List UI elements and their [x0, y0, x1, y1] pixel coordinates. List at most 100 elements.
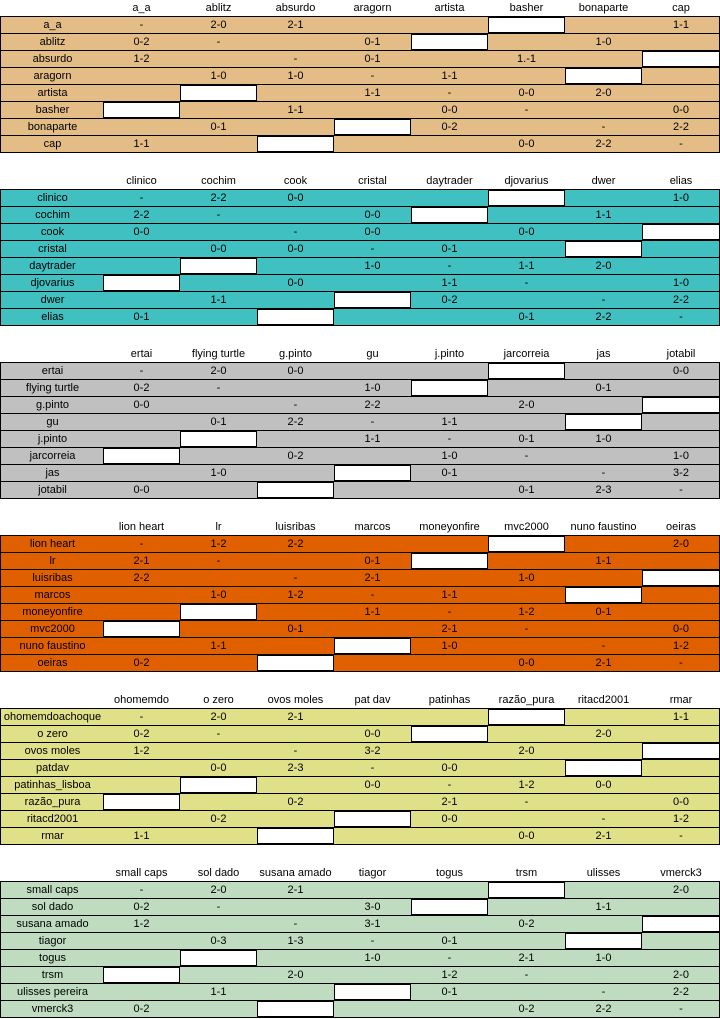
score-cell: 0-1 [518, 484, 535, 496]
row-team-name: cap [43, 138, 62, 150]
empty-cell [488, 709, 565, 725]
score-cell [565, 743, 642, 759]
score-cell: 0-2 [133, 728, 150, 740]
score-cell: 1-1 [441, 70, 458, 82]
empty-cell [180, 604, 257, 620]
empty-cell [180, 950, 257, 966]
score-cell: 2-2 [673, 121, 689, 133]
score-cell [334, 828, 411, 844]
score-cell [103, 950, 180, 966]
row-team-name: lr [49, 555, 56, 567]
table-row: basher 1-1 0-0 - 0-0 [0, 102, 720, 119]
score-cell [642, 726, 720, 742]
score-cell [411, 882, 488, 898]
score-cell: 2-2 [595, 1003, 612, 1015]
table-row: cap 1-1 0-0 2-2 - [0, 136, 720, 153]
column-header: dwer [591, 175, 616, 187]
score-cell [334, 309, 411, 325]
empty-cell [565, 68, 642, 84]
score-cell: 1-1 [518, 260, 535, 272]
score-cell: 1-0 [210, 589, 227, 601]
score-cell: 3-2 [364, 745, 381, 757]
score-cell: 1-0 [595, 433, 612, 445]
empty-cell [565, 760, 642, 776]
score-cell: 2-2 [133, 572, 150, 584]
score-cell: 2-0 [595, 260, 612, 272]
score-cell: 2-0 [210, 365, 227, 377]
score-cell: 1-1 [441, 589, 458, 601]
empty-cell [411, 726, 488, 742]
score-cell: 0-2 [133, 657, 150, 669]
empty-cell [334, 984, 411, 1000]
empty-cell [180, 431, 257, 447]
column-header: daytrader [426, 175, 473, 187]
score-cell: - [216, 209, 221, 221]
row-team-name: ablitz [39, 36, 66, 48]
table-row: moneyonfire 1-1 - 1-2 0-1 [0, 604, 720, 621]
score-cell [257, 950, 334, 966]
score-cell: 0-0 [364, 226, 381, 238]
score-cell: 1-1 [364, 433, 381, 445]
score-cell [565, 275, 642, 291]
score-cell: 2-2 [287, 416, 304, 428]
score-cell [103, 85, 180, 101]
row-team-name: nuno faustino [19, 640, 86, 652]
score-cell: 1-1 [673, 711, 689, 723]
column-header: gu [366, 348, 379, 360]
score-cell: - [601, 813, 606, 825]
score-cell: 1-0 [210, 70, 227, 82]
score-cell: 0-0 [518, 830, 535, 842]
column-header: bonaparte [578, 2, 629, 14]
score-cell [103, 241, 180, 257]
table-row: j.pinto 1-1 - 0-1 1-0 [0, 431, 720, 448]
column-header: ertai [130, 348, 153, 360]
table-row: marcos 1-0 1-2 - 1-1 [0, 587, 720, 604]
score-cell [103, 933, 180, 949]
score-cell: 2-2 [133, 209, 150, 221]
score-cell: 0-1 [364, 36, 381, 48]
score-cell: - [216, 382, 221, 394]
column-header: j.pinto [434, 348, 465, 360]
table-row: patinhas_lisboa 0-0 - 1-2 0-0 [0, 777, 720, 794]
score-cell: 0-2 [518, 918, 535, 930]
score-cell [411, 482, 488, 498]
table-row: mvc2000 0-1 2-1 - 0-0 [0, 621, 720, 638]
score-cell [488, 899, 565, 915]
table-row: trsm 2-0 1-2 - 2-0 [0, 967, 720, 984]
empty-cell [103, 621, 180, 637]
score-cell: - [679, 138, 683, 150]
score-cell: - [601, 467, 606, 479]
score-cell [103, 119, 180, 135]
score-cell [642, 899, 720, 915]
score-cell: 2-0 [518, 399, 535, 411]
score-cell [565, 916, 642, 932]
score-cell: 0-2 [210, 813, 227, 825]
column-header: moneyonfire [419, 521, 480, 533]
score-cell [257, 553, 334, 569]
score-cell [180, 916, 257, 932]
score-cell [565, 397, 642, 413]
score-cell: 1-1 [210, 640, 227, 652]
score-cell [257, 207, 334, 223]
score-cell: 1-2 [518, 606, 535, 618]
score-cell: - [293, 399, 298, 411]
score-cell [334, 967, 411, 983]
score-cell [334, 102, 411, 118]
row-team-name: jarcorreia [29, 450, 76, 462]
score-cell [103, 465, 180, 481]
score-cell [488, 414, 565, 430]
empty-cell [411, 899, 488, 915]
score-cell [257, 777, 334, 793]
empty-cell [257, 309, 334, 325]
score-cell: 0-0 [441, 813, 458, 825]
row-team-name: aragorn [33, 70, 72, 82]
score-cell [334, 190, 411, 206]
score-cell [103, 760, 180, 776]
score-cell: 1-2 [210, 538, 227, 550]
score-cell: 1-2 [673, 813, 689, 825]
score-cell [334, 655, 411, 671]
score-cell [180, 967, 257, 983]
score-cell [642, 380, 720, 396]
row-team-name: daytrader [29, 260, 76, 272]
row-team-name: j.pinto [37, 433, 68, 445]
